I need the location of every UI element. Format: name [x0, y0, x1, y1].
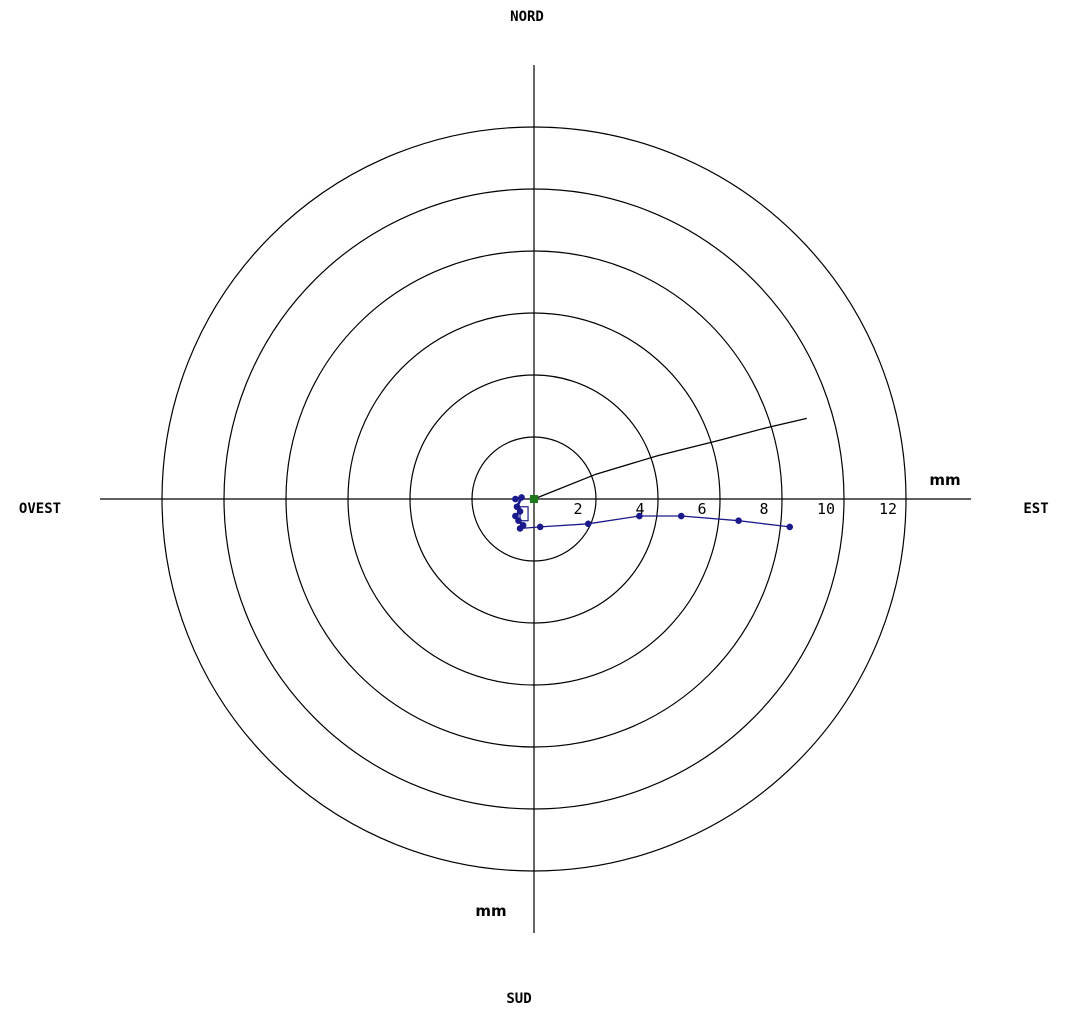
series-2-point-0	[512, 495, 519, 503]
compass-north-label: NORD	[510, 9, 544, 25]
origin-box-marker	[519, 506, 529, 522]
series-line-0	[533, 417, 807, 500]
tick-label-6: 6	[697, 500, 706, 518]
compass-west-label: OVEST	[19, 501, 61, 517]
y-unit-label: mm	[475, 902, 506, 920]
series-2-point-6	[519, 522, 527, 529]
series-2-point-4	[512, 512, 519, 520]
compass-south-label: SUD	[506, 991, 531, 1007]
tick-label-2: 2	[573, 500, 582, 518]
x-unit-label: mm	[929, 471, 960, 489]
tick-label-4: 4	[635, 500, 644, 518]
tick-label-8: 8	[759, 500, 768, 518]
series-1-point-2	[584, 520, 592, 528]
origin-marker	[530, 495, 538, 503]
series-1-point-4	[677, 512, 685, 520]
series-1-point-1	[536, 523, 544, 531]
tick-labels-group: 2 4 6 8 10 12	[573, 500, 897, 518]
compass-east-label: EST	[1023, 501, 1048, 517]
series-1-point-6	[786, 523, 794, 531]
traces-group	[512, 417, 807, 532]
series-2-point-1	[518, 494, 525, 501]
tick-label-10: 10	[817, 500, 835, 518]
series-1-point-3	[636, 512, 643, 520]
tick-label-12: 12	[879, 500, 897, 518]
series-1-point-5	[735, 517, 742, 525]
